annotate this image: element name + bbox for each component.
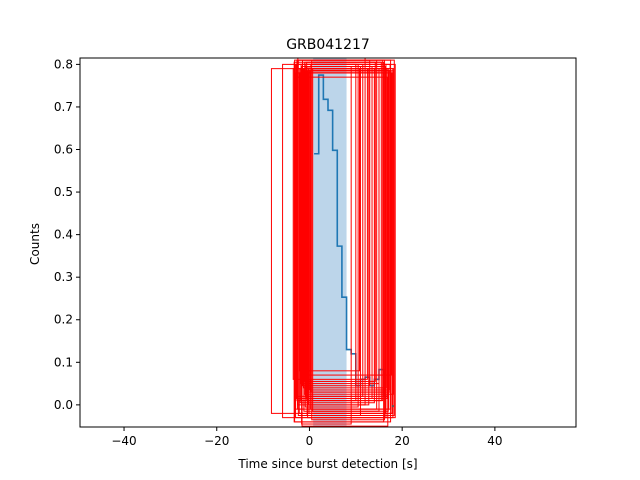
red-box-36 [294, 72, 390, 410]
x-tick-label: 20 [395, 434, 410, 448]
plot-frame [79, 57, 577, 428]
y-tick-label: 0.2 [54, 313, 73, 327]
red-box-30 [302, 70, 392, 376]
extra-point-0 [391, 405, 394, 408]
x-tick-label: −20 [204, 434, 229, 448]
x-axis: −40 −20 0 20 40 [111, 427, 503, 448]
x-tick-label: 40 [487, 434, 502, 448]
y-tick-label: 0.6 [54, 143, 73, 157]
y-axis: 0.0 0.1 0.2 0.3 0.4 0.5 0.6 0.7 0.8 [54, 57, 80, 412]
y-axis-label: Counts [28, 223, 42, 265]
y-tick-label: 0.7 [54, 100, 73, 114]
y-tick-label: 0.8 [54, 57, 73, 71]
y-tick-label: 0.0 [54, 398, 73, 412]
red-box-39 [296, 59, 384, 402]
x-tick-label: 0 [306, 434, 314, 448]
chart-title: GRB041217 [286, 37, 370, 53]
red-box-38 [308, 66, 386, 414]
red-box-37 [304, 61, 376, 382]
y-tick-label: 0.4 [54, 228, 73, 242]
plot-area [79, 57, 577, 428]
x-axis-label: Time since burst detection [s] [237, 457, 417, 471]
y-tick-label: 0.3 [54, 270, 73, 284]
red-box-35 [299, 68, 361, 372]
plot-inner [270, 58, 396, 427]
y-tick-label: 0.5 [54, 185, 73, 199]
x-tick-label: −40 [111, 434, 136, 448]
y-tick-label: 0.1 [54, 355, 73, 369]
red-box-34 [310, 63, 391, 393]
